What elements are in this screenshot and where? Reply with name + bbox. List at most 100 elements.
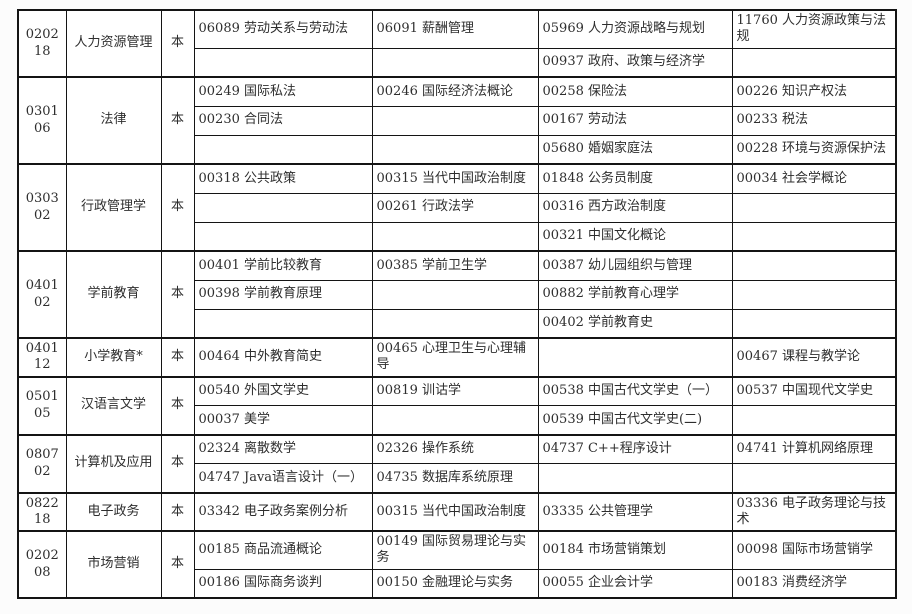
major-code-cell: 020208 — [17, 530, 67, 599]
course-cell: 00230 合同法 — [193, 105, 373, 136]
major-name-cell: 电子政务 — [65, 491, 162, 532]
course-cell: 00538 中国古代文学史（一） — [537, 375, 733, 406]
course-cell: 05680 婚姻家庭法 — [537, 134, 733, 165]
major-name-cell: 计算机及应用 — [65, 433, 162, 493]
course-cell: 00385 学前卫生学 — [371, 250, 539, 281]
course-cell: 00401 学前比较教育 — [193, 250, 373, 281]
major-name-cell: 学前教育 — [65, 250, 162, 339]
empty-course-cell — [371, 105, 539, 136]
empty-course-cell — [537, 337, 733, 377]
level-cell: 本 — [160, 337, 195, 377]
course-cell: 00537 中国现代文学史 — [731, 375, 897, 406]
exam-course-schedule-table: 020218 人力资源管理本 06089 劳动关系与劳动法 06091 薪酬管理 059… — [17, 9, 897, 599]
major-code-cell: 020218 — [17, 9, 67, 78]
major-code-cell: 050105 — [17, 375, 67, 435]
course-cell: 11760 人力资源政策与法规 — [731, 9, 897, 49]
course-cell: 06089 劳动关系与劳动法 — [193, 9, 373, 49]
empty-course-cell — [371, 134, 539, 165]
major-name-cell: 行政管理学 — [65, 163, 162, 252]
course-cell: 02326 操作系统 — [371, 433, 539, 464]
major-name-cell: 人力资源管理 — [65, 9, 162, 78]
course-cell: 04735 数据库系统原理 — [371, 463, 539, 493]
table-row: 082218 电子政务本 03342 电子政务案例分析 00315 当代中国政治制度 0… — [17, 491, 897, 532]
major-code-cell: 030106 — [17, 76, 67, 165]
course-cell: 00184 市场营销策划 — [537, 530, 733, 570]
major-name-cell: 汉语言文学 — [65, 375, 162, 435]
level-cell: 本 — [160, 491, 195, 532]
course-cell: 03342 电子政务案例分析 — [193, 491, 373, 532]
course-cell: 01848 公务员制度 — [537, 163, 733, 194]
level-cell: 本 — [160, 433, 195, 493]
course-cell: 00185 商品流通概论 — [193, 530, 373, 570]
course-cell: 00258 保险法 — [537, 76, 733, 107]
course-cell: 00318 公共政策 — [193, 163, 373, 194]
course-cell: 00315 当代中国政治制度 — [371, 163, 539, 194]
table-row: 040102 学前教育本 00401 学前比较教育 00385 学前卫生学 00387 … — [17, 250, 897, 339]
empty-course-cell — [371, 308, 539, 339]
course-cell: 00261 行政法学 — [371, 192, 539, 223]
empty-course-cell — [731, 221, 897, 252]
table-row: 040112 小学教育* 本 00464 中外教育简史 00465 心理卫生与心理辅导 0… — [17, 337, 897, 377]
table-row: 04747 Java语言设计（一） 04735 数据库系统原理 — [18, 463, 897, 493]
major-code-cell: 030302 — [17, 163, 67, 252]
course-cell: 00246 国际经济法概论 — [371, 76, 539, 107]
table-row: 00186 国际商务谈判 00150 金融理论与实务 00055 企业会计学 0018… — [18, 568, 897, 599]
exam-table-body: 020218 人力资源管理本 06089 劳动关系与劳动法 06091 薪酬管理 059… — [17, 9, 897, 599]
empty-course-cell — [537, 463, 733, 493]
course-cell: 00098 国际市场营销学 — [731, 530, 897, 570]
major-name-cell: 市场营销 — [65, 530, 162, 599]
major-code-cell: 040102 — [17, 250, 67, 339]
course-cell: 00321 中国文化概论 — [537, 221, 733, 252]
empty-course-cell — [371, 221, 539, 252]
empty-course-cell — [193, 192, 373, 223]
table-row: 020218 人力资源管理本 06089 劳动关系与劳动法 06091 薪酬管理 059… — [17, 9, 897, 78]
course-cell: 00233 税法 — [731, 105, 897, 136]
course-cell: 04741 计算机网络原理 — [731, 433, 897, 464]
course-cell: 00819 训诂学 — [371, 375, 539, 406]
level-cell: 本 — [160, 375, 195, 435]
course-cell: 00937 政府、政策与经济学 — [537, 47, 733, 78]
course-cell: 00055 企业会计学 — [537, 568, 733, 599]
course-cell: 00183 消费经济学 — [731, 568, 897, 599]
course-cell: 03336 电子政务理论与技术 — [731, 491, 897, 532]
table-row: 00398 学前教育原理 00882 学前教育心理学 — [18, 279, 897, 310]
empty-course-cell — [371, 405, 539, 435]
course-cell: 00150 金融理论与实务 — [371, 568, 539, 599]
empty-course-cell — [193, 134, 373, 165]
level-cell: 本 — [160, 250, 195, 339]
empty-course-cell — [193, 47, 373, 78]
empty-course-cell — [371, 47, 539, 78]
course-cell: 04747 Java语言设计（一） — [193, 463, 373, 493]
level-cell: 本 — [160, 76, 195, 165]
course-cell: 00540 外国文学史 — [193, 375, 373, 406]
empty-course-cell — [731, 405, 897, 435]
course-cell: 06091 薪酬管理 — [371, 9, 539, 49]
course-cell: 00402 学前教育史 — [537, 308, 733, 339]
empty-course-cell — [371, 279, 539, 310]
table-row: 030106 法律本 00249 国际私法 00246 国际经济法概论 00258 保险… — [17, 76, 897, 165]
empty-course-cell — [731, 463, 897, 493]
course-cell: 00034 社会学概论 — [731, 163, 897, 194]
course-cell: 00149 国际贸易理论与实务 — [371, 530, 539, 570]
empty-course-cell — [731, 47, 897, 78]
table-row: 050105 汉语言文学本 00540 外国文学史 00819 训诂学 00538 中国… — [17, 375, 897, 435]
empty-course-cell — [193, 308, 373, 339]
course-cell: 00315 当代中国政治制度 — [371, 491, 539, 532]
course-cell: 00037 美学 — [193, 405, 373, 435]
major-name-cell: 法律 — [65, 76, 162, 165]
course-cell: 03335 公共管理学 — [537, 491, 733, 532]
empty-course-cell — [731, 192, 897, 223]
level-cell: 本 — [160, 530, 195, 599]
course-cell: 02324 离散数学 — [193, 433, 373, 464]
course-cell: 00467 课程与教学论 — [731, 337, 897, 377]
table-row: 020208 市场营销本 00185 商品流通概论 00149 国际贸易理论与实务 00… — [17, 530, 897, 599]
course-cell: 00882 学前教育心理学 — [537, 279, 733, 310]
course-cell: 05969 人力资源战略与规划 — [537, 9, 733, 49]
course-cell: 00228 环境与资源保护法 — [731, 134, 897, 165]
course-cell: 00226 知识产权法 — [731, 76, 897, 107]
course-cell: 00398 学前教育原理 — [193, 279, 373, 310]
major-name-cell: 小学教育* — [65, 337, 162, 377]
major-code-cell: 082218 — [17, 491, 67, 532]
empty-course-cell — [731, 308, 897, 339]
